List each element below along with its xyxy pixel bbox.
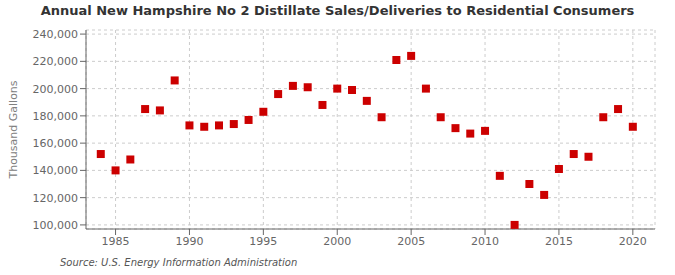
svg-text:180,000: 180,000 — [33, 110, 79, 123]
svg-text:Thousand Gallons: Thousand Gallons — [8, 80, 20, 179]
svg-text:140,000: 140,000 — [33, 164, 79, 177]
svg-text:120,000: 120,000 — [33, 192, 79, 205]
html-text:Source: U.S. Energy Informatio: Source: U.S. Energy Information Administ… — [60, 257, 298, 268]
svg-text:1990: 1990 — [175, 235, 203, 248]
svg-text:200,000: 200,000 — [33, 83, 79, 96]
svg-text:220,000: 220,000 — [33, 55, 79, 68]
svg-text:2000: 2000 — [323, 235, 351, 248]
svg-text:160,000: 160,000 — [33, 137, 79, 150]
svg-text:2010: 2010 — [471, 235, 499, 248]
svg-text:1985: 1985 — [102, 235, 130, 248]
svg-text:2020: 2020 — [619, 235, 647, 248]
html-text:Annual New Hampshire No 2 Dist: Annual New Hampshire No 2 Distillate Sal… — [40, 3, 635, 18]
svg-text:100,000: 100,000 — [33, 219, 79, 232]
svg-text:2015: 2015 — [545, 235, 573, 248]
svg-text:2005: 2005 — [397, 235, 425, 248]
svg-text:1995: 1995 — [249, 235, 277, 248]
svg-text:240,000: 240,000 — [33, 28, 79, 41]
